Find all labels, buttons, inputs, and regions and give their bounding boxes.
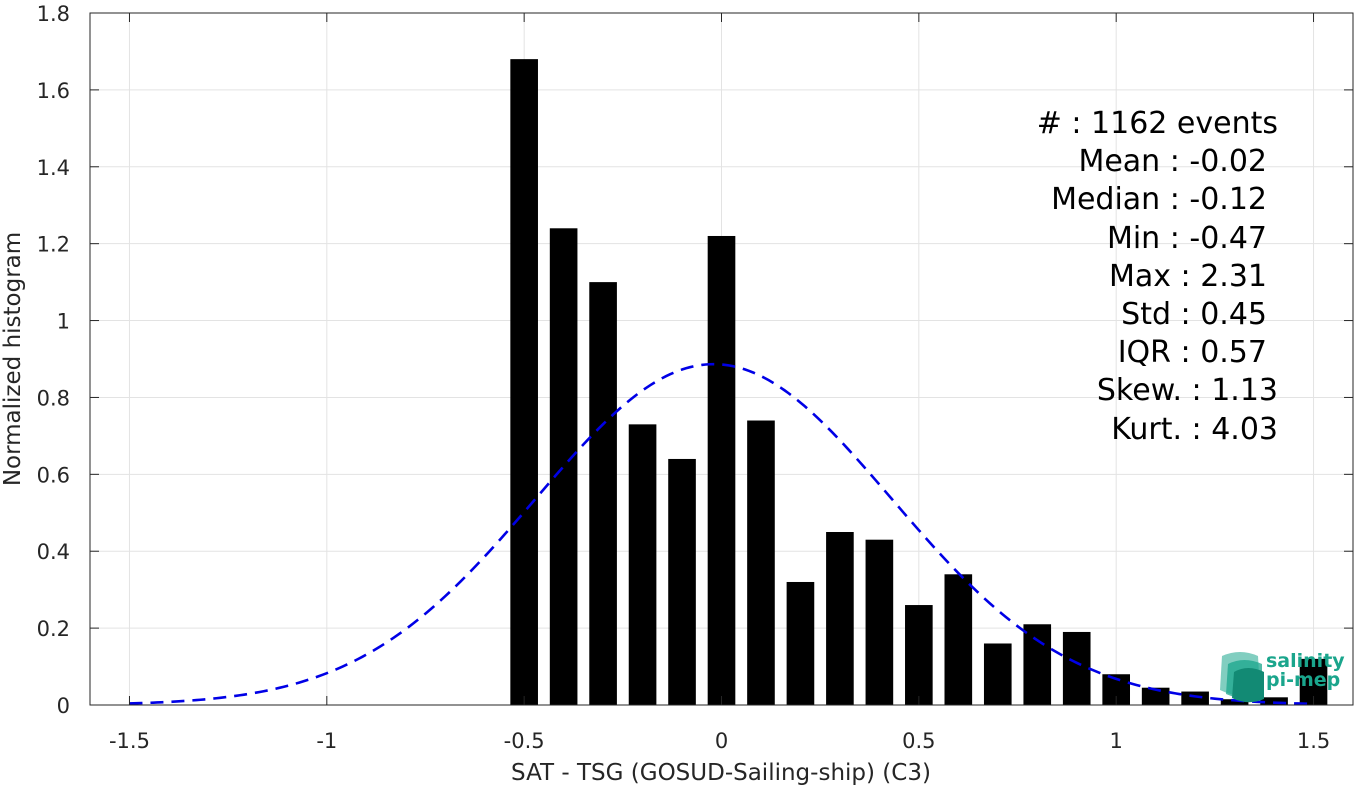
histogram-bar bbox=[707, 235, 736, 705]
histogram-bar bbox=[1141, 687, 1170, 705]
x-tick-label: -1 bbox=[316, 729, 337, 753]
y-tick-label: 1.2 bbox=[37, 233, 70, 257]
histogram-bar bbox=[826, 532, 854, 705]
logo-text-line1: salinity bbox=[1266, 650, 1345, 672]
y-tick-label: 0.6 bbox=[37, 463, 70, 487]
x-tick-label: -1.5 bbox=[109, 729, 150, 753]
x-tick-label: 0 bbox=[715, 729, 728, 753]
stat-max: Max : 2.31 bbox=[1109, 259, 1267, 294]
histogram-bar bbox=[983, 643, 1012, 705]
histogram-bar bbox=[549, 228, 578, 706]
logo-emblem-icon bbox=[1220, 652, 1264, 703]
histogram-bar bbox=[1023, 624, 1052, 705]
histogram-bar bbox=[865, 539, 894, 705]
normal-fit-curve bbox=[129, 362, 1314, 706]
logo-text-line2: pi-mep bbox=[1266, 669, 1340, 691]
stat-skew: Skew. : 1.13 bbox=[1097, 373, 1278, 408]
stat-count: # : 1162 events bbox=[1037, 106, 1278, 141]
histogram-bar bbox=[1062, 631, 1091, 705]
y-tick-label: 0.8 bbox=[37, 386, 70, 410]
x-axis-ticks: -1.5 -1 -0.5 0 0.5 1 1.5 bbox=[109, 13, 1330, 753]
y-tick-label: 1.6 bbox=[37, 79, 70, 103]
y-tick-label: 0 bbox=[57, 694, 70, 718]
x-tick-label: -0.5 bbox=[504, 729, 545, 753]
y-tick-label: 0.2 bbox=[37, 617, 70, 641]
histogram-bar bbox=[905, 605, 933, 705]
stat-median: Median : -0.12 bbox=[1051, 182, 1267, 217]
histogram-bar bbox=[510, 59, 538, 705]
x-axis-label: SAT - TSG (GOSUD-Sailing-ship) (C3) bbox=[511, 760, 931, 786]
histogram-bar bbox=[1260, 697, 1288, 705]
stat-min: Min : -0.47 bbox=[1107, 221, 1267, 256]
stat-mean: Mean : -0.02 bbox=[1078, 144, 1267, 179]
stat-iqr: IQR : 0.57 bbox=[1118, 335, 1267, 370]
x-tick-label: 1.5 bbox=[1297, 729, 1330, 753]
statistics-box: # : 1162 events Mean : -0.02 Median : -0… bbox=[1037, 106, 1278, 447]
stat-kurt: Kurt. : 4.03 bbox=[1111, 412, 1278, 447]
histogram-bar bbox=[668, 458, 696, 705]
stat-std: Std : 0.45 bbox=[1121, 297, 1267, 332]
histogram-bars bbox=[510, 59, 1328, 706]
histogram-bar bbox=[1181, 691, 1209, 705]
histogram-bar bbox=[628, 424, 657, 705]
y-axis-ticks: 0 0.2 0.4 0.6 0.8 1 1.2 1.4 1.6 1.8 bbox=[37, 2, 1353, 718]
y-tick-label: 1.4 bbox=[37, 156, 70, 180]
y-tick-label: 1 bbox=[57, 310, 70, 334]
x-tick-label: 0.5 bbox=[902, 729, 935, 753]
histogram-bar bbox=[944, 574, 973, 705]
histogram-bar bbox=[589, 282, 617, 705]
histogram-bar bbox=[786, 581, 815, 705]
y-tick-label: 1.8 bbox=[37, 2, 70, 26]
salinity-pi-mep-logo: salinity pi-mep bbox=[1220, 650, 1345, 703]
y-axis-label: Normalized histogram bbox=[0, 232, 26, 486]
y-tick-label: 0.4 bbox=[37, 540, 70, 564]
histogram-bar bbox=[1220, 699, 1249, 705]
histogram-bar bbox=[747, 420, 775, 705]
x-tick-label: 1 bbox=[1110, 729, 1123, 753]
